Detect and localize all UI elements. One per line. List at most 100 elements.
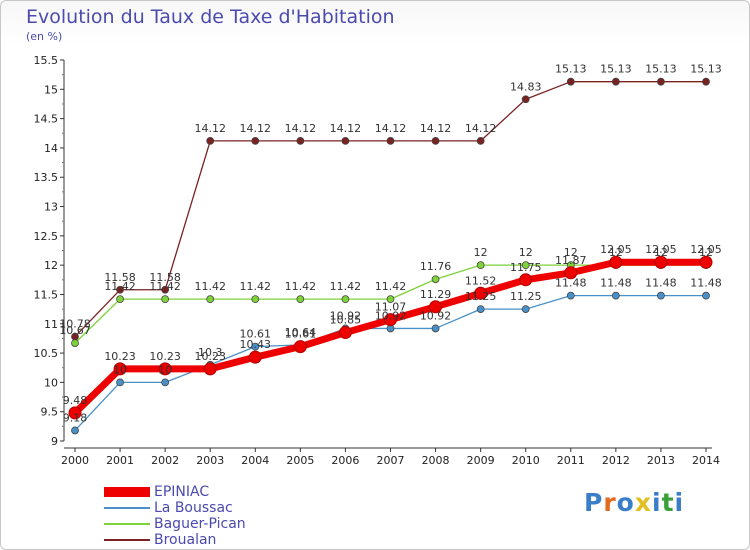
data-label: 11.07	[375, 301, 407, 314]
proxiti-logo: Proxiti	[584, 488, 684, 517]
data-point	[476, 136, 485, 145]
data-point	[116, 285, 124, 294]
data-point	[566, 291, 575, 300]
data-label: 11.29	[420, 288, 452, 301]
logo-letter: i	[674, 488, 685, 517]
data-label: 14.12	[465, 122, 497, 135]
data-label: 11.48	[645, 277, 677, 290]
legend-label: EPINIAC	[154, 484, 210, 500]
legend-label: La Boussac	[154, 500, 233, 516]
y-tick-label: 10.5	[34, 347, 59, 360]
data-label: 14.12	[194, 122, 226, 135]
legend-swatch	[104, 487, 150, 497]
data-label: 10.23	[194, 350, 226, 363]
data-label: 11.58	[149, 271, 181, 284]
logo-letter: i	[652, 488, 662, 517]
y-tick-label: 15	[44, 83, 58, 96]
data-point	[702, 291, 710, 300]
data-point	[251, 136, 260, 145]
data-label: 14.12	[285, 122, 317, 135]
data-label: 11.48	[555, 277, 587, 290]
data-label: 11.48	[690, 277, 722, 290]
data-label: 11.42	[375, 280, 407, 293]
data-point	[296, 295, 305, 304]
x-tick-label: 2002	[151, 454, 179, 467]
data-point	[566, 77, 575, 86]
data-label: 11.42	[240, 280, 272, 293]
data-point	[293, 340, 307, 354]
x-tick-label: 2003	[196, 454, 224, 467]
data-point	[386, 136, 395, 145]
data-label: 14.12	[240, 122, 272, 135]
series-lines	[68, 77, 713, 435]
data-label: 12	[474, 246, 488, 259]
data-point	[341, 295, 350, 304]
legend-swatch	[104, 507, 150, 509]
data-label: 11.48	[600, 277, 632, 290]
data-label: 12	[519, 246, 533, 259]
series-epiniac	[68, 255, 713, 420]
data-point	[158, 362, 172, 376]
data-point	[384, 313, 397, 327]
y-tick-label: 10	[44, 376, 58, 389]
y-tick-label: 14.5	[34, 113, 59, 126]
data-point	[251, 295, 260, 304]
data-point	[474, 286, 488, 300]
legend-label: Baguer-Pican	[154, 516, 246, 532]
data-label: 10.67	[59, 324, 91, 337]
y-tick-label: 14	[44, 142, 58, 155]
data-point	[68, 406, 82, 420]
data-label: 11.58	[104, 271, 136, 284]
data-point	[248, 350, 262, 364]
data-label: 10.61	[240, 328, 272, 341]
data-label: 11.42	[330, 280, 362, 293]
y-tick-label: 11.5	[34, 288, 59, 301]
data-point	[206, 295, 215, 304]
x-tick-label: 2007	[377, 454, 405, 467]
data-point	[251, 342, 260, 351]
data-label: 10.64	[285, 326, 317, 339]
data-label: 12	[609, 246, 623, 259]
legend-label: Broualan	[154, 532, 217, 548]
data-label: 14.12	[420, 122, 452, 135]
data-label: 10.43	[240, 338, 272, 351]
legend-swatch	[104, 539, 150, 541]
data-point	[611, 291, 620, 300]
data-point	[161, 285, 170, 294]
data-label: 10.78	[59, 318, 91, 331]
data-label: 11.42	[104, 280, 136, 293]
x-tick-label: 2001	[106, 454, 134, 467]
data-point	[296, 136, 305, 145]
data-point	[116, 378, 124, 387]
x-tick-label: 2008	[422, 454, 450, 467]
data-label: 15.13	[600, 63, 632, 76]
data-label: 10	[158, 363, 172, 376]
data-label: 10	[113, 363, 127, 376]
data-label: 10.92	[330, 309, 362, 322]
logo-letter: r	[603, 488, 617, 517]
series-broualan	[71, 77, 710, 341]
chart-unit: (en %)	[26, 30, 63, 43]
x-tick-label: 2000	[61, 454, 89, 467]
data-point	[161, 378, 170, 387]
data-label: 11.75	[510, 261, 542, 274]
x-tick-label: 2013	[647, 454, 675, 467]
x-tick-label: 2004	[241, 454, 269, 467]
data-label: 10.3	[198, 346, 223, 359]
data-point	[654, 255, 668, 269]
data-point	[657, 291, 665, 300]
x-tick-label: 2014	[692, 454, 720, 467]
data-label: 11.76	[420, 260, 452, 273]
data-label: 9.18	[63, 411, 88, 424]
data-label: 10.23	[149, 350, 181, 363]
data-point	[71, 339, 79, 348]
y-tick-label: 13	[44, 201, 58, 214]
data-labels: 10.7810.679.489.1811.5811.4210.231011.58…	[59, 63, 722, 425]
data-label: 11.52	[465, 274, 497, 287]
data-point	[113, 362, 127, 376]
data-point	[71, 426, 79, 435]
axes: 9 9.5 10 10.5 11 11.5 12 12.5 13 13.5 14 14.5 15 15.5…	[34, 54, 721, 467]
data-point	[609, 255, 623, 269]
data-point	[657, 77, 665, 86]
